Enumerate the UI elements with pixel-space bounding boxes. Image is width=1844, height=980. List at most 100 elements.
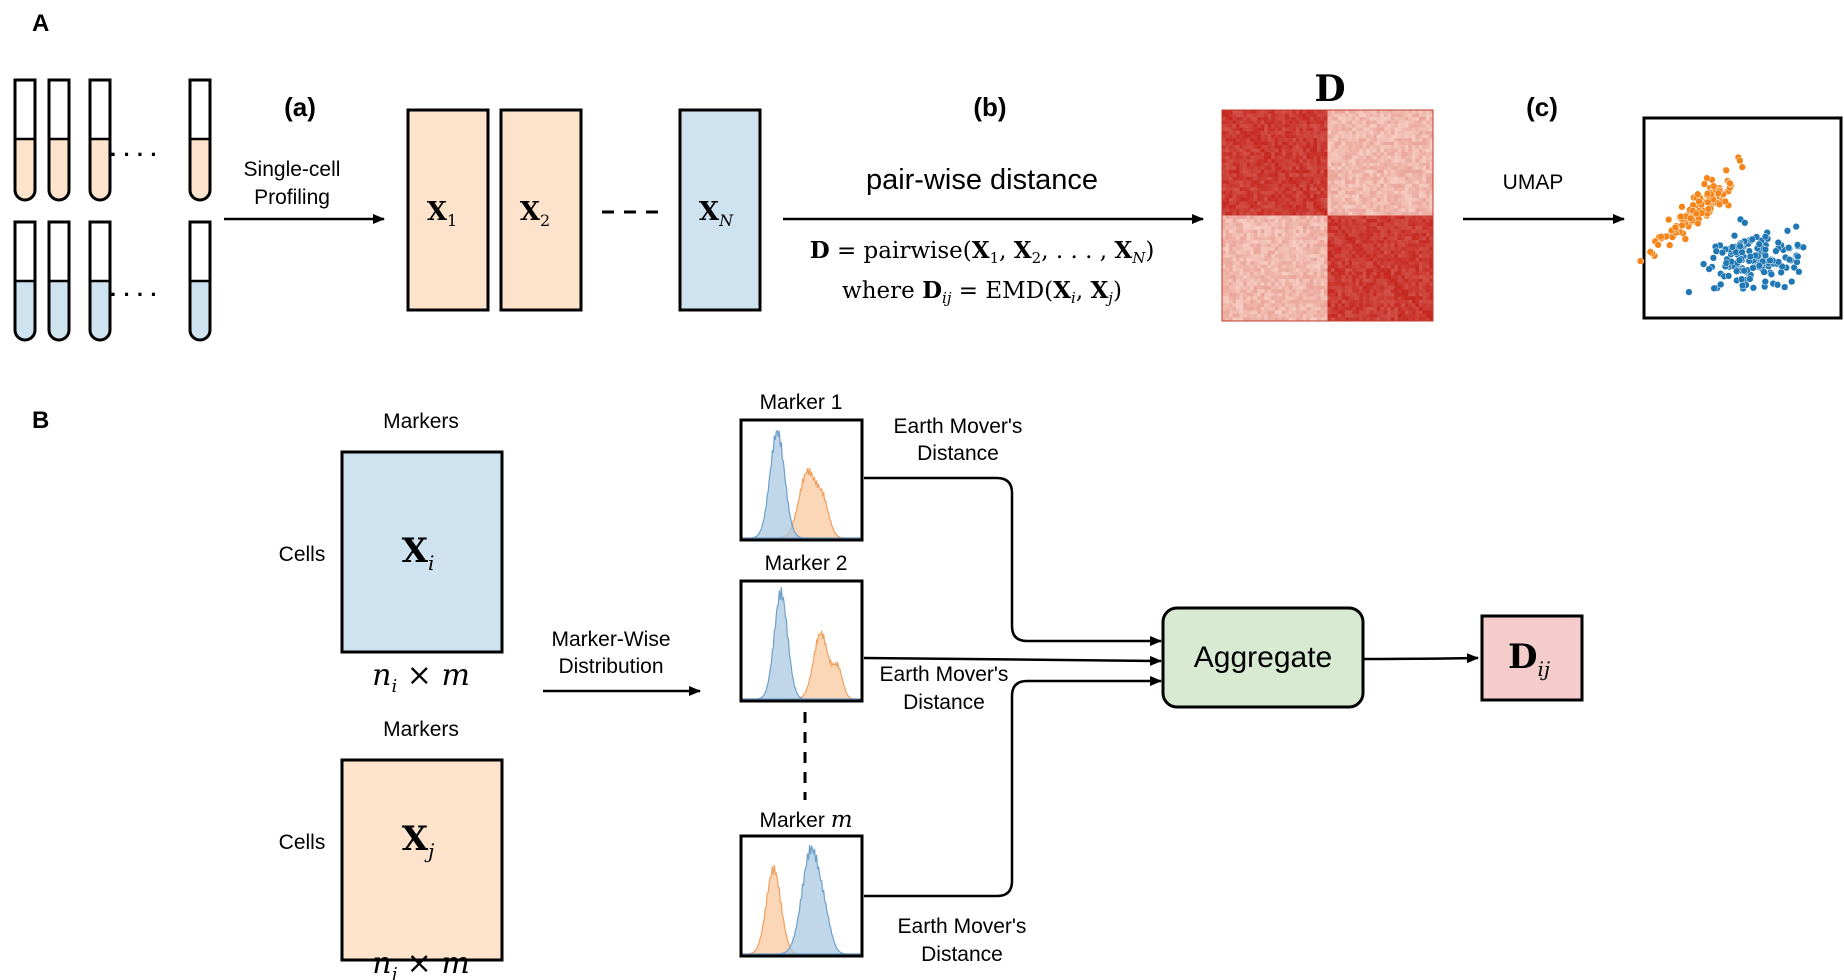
heatmap-cell <box>1320 187 1325 192</box>
heatmap-cell <box>1348 173 1353 178</box>
heatmap-cell <box>1334 194 1339 199</box>
heatmap-cell <box>1232 152 1237 157</box>
heatmap-cell <box>1281 120 1286 125</box>
heatmap-cell <box>1338 176 1342 181</box>
heatmap-cell <box>1257 247 1261 251</box>
heatmap-cell <box>1253 313 1258 318</box>
heatmap-cell <box>1243 201 1247 206</box>
heatmap-cell <box>1288 233 1293 237</box>
heatmap-cell <box>1222 282 1226 287</box>
heatmap-cell <box>1366 180 1370 185</box>
heatmap-cell <box>1334 124 1339 128</box>
heatmap-cell <box>1359 264 1363 269</box>
heatmap-cell <box>1408 124 1413 128</box>
heatmap-cell <box>1373 254 1378 258</box>
heatmap-cell <box>1404 152 1409 157</box>
heatmap-cell <box>1331 110 1335 114</box>
heatmap-cell <box>1309 282 1314 287</box>
heatmap-cell <box>1232 138 1237 142</box>
heatmap-cell <box>1222 141 1226 146</box>
heatmap-cell <box>1327 159 1332 164</box>
heatmap-cell <box>1394 173 1399 178</box>
heatmap-cell <box>1352 257 1356 262</box>
heatmap-cell <box>1250 268 1254 273</box>
heatmap-cell <box>1267 229 1272 234</box>
heatmap-cell <box>1408 141 1413 146</box>
heatmap-cell <box>1429 201 1433 206</box>
heatmap-cell <box>1267 271 1272 276</box>
heatmap-cell <box>1404 211 1409 216</box>
heatmap-cell <box>1274 250 1279 255</box>
heatmap-cell <box>1352 176 1356 181</box>
heatmap-cell <box>1299 190 1304 195</box>
heatmap-cell <box>1366 278 1370 283</box>
heatmap-cell <box>1345 278 1349 283</box>
heatmap-cell <box>1394 208 1399 213</box>
heatmap-cell <box>1387 310 1392 315</box>
heatmap-cell <box>1394 204 1399 209</box>
heatmap-cell <box>1369 148 1374 153</box>
heatmap-cell <box>1236 282 1240 287</box>
heatmap-cell <box>1327 264 1332 269</box>
heatmap-cell <box>1387 229 1392 234</box>
heatmap-cell <box>1257 250 1261 255</box>
heatmap-cell <box>1348 226 1353 230</box>
heatmap-cell <box>1366 317 1370 321</box>
heatmap-cell <box>1316 124 1321 128</box>
heatmap-cell <box>1222 271 1226 276</box>
heatmap-cell <box>1243 233 1247 237</box>
heatmap-cell <box>1394 190 1399 195</box>
heatmap-cell <box>1341 282 1346 287</box>
heatmap-cell <box>1397 159 1402 164</box>
aggregate-label: Aggregate <box>1194 641 1332 674</box>
heatmap-cell <box>1323 141 1328 146</box>
heatmap-cell <box>1387 183 1392 188</box>
heatmap-cell <box>1323 317 1328 321</box>
heatmap-cell <box>1415 180 1420 185</box>
heatmap-cell <box>1264 271 1269 276</box>
heatmap-cell <box>1281 145 1286 149</box>
heatmap-cell <box>1243 166 1247 171</box>
heatmap-cell <box>1373 226 1378 230</box>
heatmap-cell <box>1320 127 1325 132</box>
umap-point-cluster-2 <box>1746 275 1754 283</box>
heatmap-cell <box>1313 306 1318 311</box>
heatmap-cell <box>1327 292 1332 297</box>
heatmap-cell <box>1359 275 1363 280</box>
heatmap-cell <box>1355 254 1360 258</box>
heatmap-cell <box>1352 310 1356 315</box>
heatmap-cell <box>1250 183 1254 188</box>
heatmap-cell <box>1239 289 1244 294</box>
heatmap-cell <box>1352 261 1356 266</box>
heatmap-cell <box>1264 222 1269 227</box>
heatmap-cell <box>1425 145 1430 149</box>
heatmap-cell <box>1278 138 1283 142</box>
heatmap-cell <box>1295 190 1300 195</box>
heatmap-cell <box>1348 268 1353 273</box>
heatmap-cell <box>1411 124 1416 128</box>
heatmap-cell <box>1359 240 1363 244</box>
heatmap-cell <box>1257 299 1261 304</box>
heatmap-cell <box>1274 134 1279 139</box>
heatmap-cell <box>1341 226 1346 230</box>
heatmap-cell <box>1327 285 1332 290</box>
heatmap-cell <box>1327 282 1332 287</box>
heatmap-cell <box>1355 275 1360 280</box>
heatmap-cell <box>1397 187 1402 192</box>
heatmap-cell <box>1295 159 1300 164</box>
heatmap-cell <box>1387 306 1392 311</box>
heatmap-cell <box>1316 155 1321 160</box>
heatmap-cell <box>1348 296 1353 301</box>
heatmap-cell <box>1387 120 1392 125</box>
heatmap-cell <box>1316 187 1321 192</box>
heatmap-cell <box>1288 138 1293 142</box>
heatmap-cell <box>1394 148 1399 153</box>
heatmap-cell <box>1348 134 1353 139</box>
heatmap-cell <box>1408 215 1413 220</box>
heatmap-cell <box>1253 201 1258 206</box>
heatmap-cell <box>1246 190 1251 195</box>
heatmap-cell <box>1376 211 1381 216</box>
heatmap-cell <box>1302 176 1307 181</box>
heatmap-cell <box>1278 169 1283 174</box>
heatmap-cell <box>1323 110 1328 114</box>
